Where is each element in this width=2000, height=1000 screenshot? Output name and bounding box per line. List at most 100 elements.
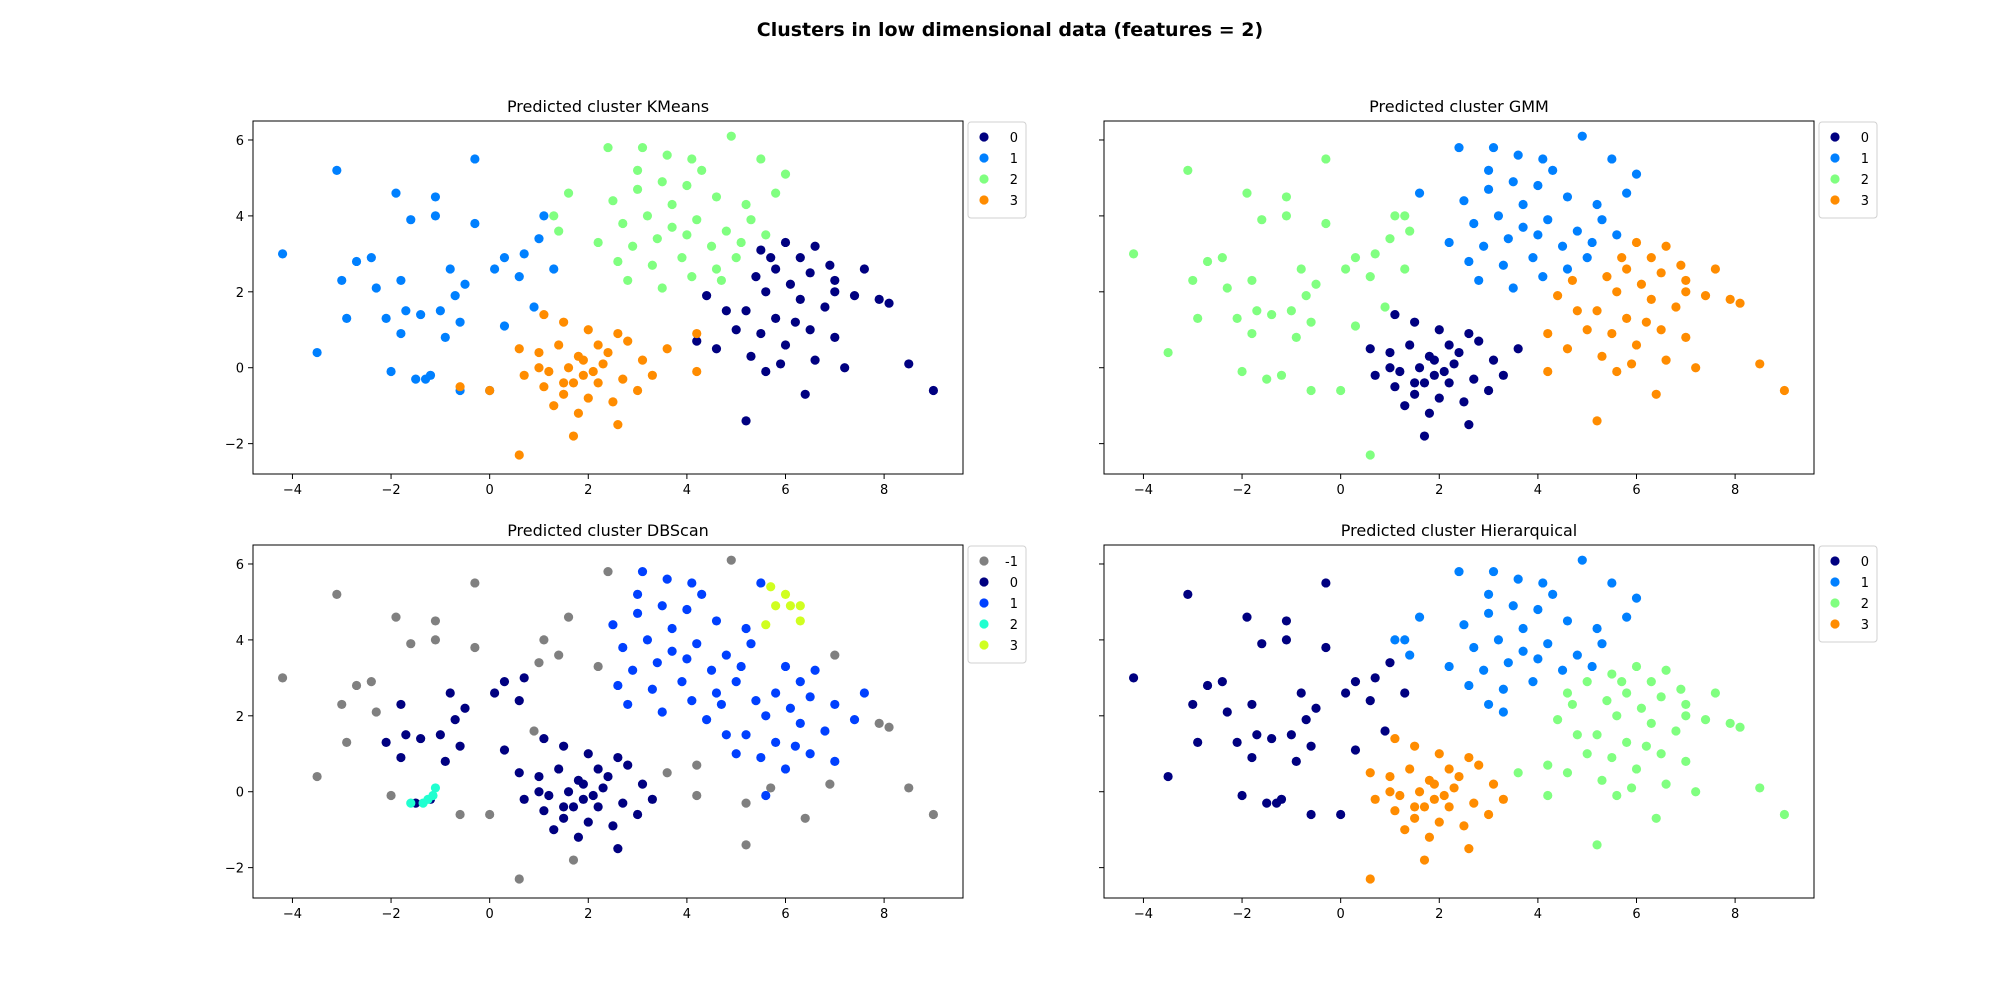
scatter-point xyxy=(1656,692,1666,702)
scatter-point xyxy=(692,639,702,649)
scatter-point xyxy=(1242,188,1252,198)
scatter-point xyxy=(544,366,554,377)
x-tick-label: −2 xyxy=(381,907,400,922)
scatter-point xyxy=(928,385,939,396)
scatter-point xyxy=(647,684,657,694)
x-tick-label: −4 xyxy=(1134,907,1153,922)
scatter-point xyxy=(1602,272,1612,282)
legend-label: 2 xyxy=(1010,173,1018,188)
scatter-point xyxy=(711,688,722,698)
scatter-point xyxy=(711,616,722,626)
scatter-point xyxy=(1607,328,1617,339)
scatter-point xyxy=(1128,249,1139,259)
scatter-point xyxy=(1385,787,1395,797)
scatter-point xyxy=(1572,306,1582,316)
x-tick-label: 2 xyxy=(584,483,592,498)
scatter-point xyxy=(810,241,820,251)
scatter-point xyxy=(1350,677,1361,687)
scatter-point xyxy=(1562,768,1573,778)
legend-marker xyxy=(979,132,989,142)
scatter-point xyxy=(1676,684,1686,694)
scatter-point xyxy=(1410,813,1420,823)
scatter-point xyxy=(1410,802,1420,812)
legend-marker xyxy=(1830,132,1840,142)
scatter-point xyxy=(1429,794,1439,804)
subplot-4: Predicted cluster Hierarquical −4 −2 0 2 4 6 8 0… xyxy=(1099,521,1878,922)
scatter-point xyxy=(1755,359,1765,369)
scatter-point xyxy=(455,317,465,327)
legend-marker xyxy=(979,619,989,629)
scatter-point xyxy=(1267,733,1277,744)
scatter-point xyxy=(1444,661,1454,672)
scatter-point xyxy=(519,673,529,683)
legend-label: 1 xyxy=(1861,576,1869,591)
legend-box xyxy=(967,121,1027,219)
scatter-point xyxy=(1567,275,1578,286)
scatter-point xyxy=(371,283,381,293)
scatter-point xyxy=(1538,272,1548,282)
scatter-point xyxy=(1449,359,1459,369)
scatter-point xyxy=(741,199,751,210)
legend: 0 1 2 3 xyxy=(967,121,1027,219)
scatter-point xyxy=(1281,192,1292,202)
axes-frame xyxy=(1103,544,1815,899)
legend-marker xyxy=(1830,556,1840,566)
scatter-point xyxy=(1646,677,1656,687)
scatter-point xyxy=(1518,623,1528,634)
scatter-point xyxy=(1400,635,1410,645)
scatter-point xyxy=(1257,639,1267,649)
legend-label: 1 xyxy=(1010,152,1018,167)
scatter-point xyxy=(603,347,613,358)
scatter-point xyxy=(1281,616,1292,626)
scatter-point xyxy=(1641,741,1651,751)
scatter-point xyxy=(706,665,717,675)
scatter-point xyxy=(859,688,869,698)
legend-label: -1 xyxy=(1005,555,1018,570)
series-1 xyxy=(1390,555,1642,717)
scatter-point xyxy=(692,790,702,801)
scatter-point xyxy=(741,623,751,634)
scatter-point xyxy=(534,363,544,373)
scatter-point xyxy=(1385,347,1395,358)
scatter-point xyxy=(1577,131,1587,141)
scatter-point xyxy=(761,620,771,630)
scatter-point xyxy=(1636,703,1647,713)
legend-marker xyxy=(1830,577,1840,587)
scatter-point xyxy=(514,450,524,460)
scatter-point xyxy=(1405,340,1415,350)
scatter-point xyxy=(618,642,628,653)
scatter-point xyxy=(1631,340,1642,350)
legend-marker xyxy=(1830,174,1840,184)
scatter-point xyxy=(420,374,431,384)
scatter-point xyxy=(780,340,791,350)
series-0 xyxy=(1365,309,1523,441)
scatter-point xyxy=(1646,718,1656,728)
scatter-point xyxy=(381,313,391,323)
scatter-point xyxy=(1483,589,1494,599)
scatter-point xyxy=(1321,154,1331,164)
scatter-point xyxy=(1661,665,1671,675)
scatter-point xyxy=(1533,230,1543,240)
scatter-point xyxy=(450,291,460,301)
scatter-point xyxy=(1483,699,1494,710)
scatter-point xyxy=(1410,378,1420,388)
scatter-point xyxy=(1163,771,1173,782)
scatter-point xyxy=(1350,253,1361,263)
scatter-point xyxy=(637,355,648,365)
scatter-point xyxy=(1508,177,1518,187)
scatter-point xyxy=(1469,798,1479,808)
legend-box xyxy=(1818,545,1878,643)
scatter-point xyxy=(1543,790,1553,801)
scatter-point xyxy=(613,680,623,691)
scatter-point xyxy=(687,578,697,588)
scatter-point xyxy=(1400,401,1410,411)
legend-label: 2 xyxy=(1861,173,1869,188)
scatter-point xyxy=(849,715,860,725)
scatter-point xyxy=(795,616,805,626)
legend-marker xyxy=(1830,153,1840,163)
scatter-point xyxy=(583,393,593,403)
scatter-point xyxy=(485,385,495,396)
scatter-point xyxy=(337,699,347,710)
scatter-point xyxy=(731,677,741,687)
scatter-point xyxy=(544,790,554,801)
